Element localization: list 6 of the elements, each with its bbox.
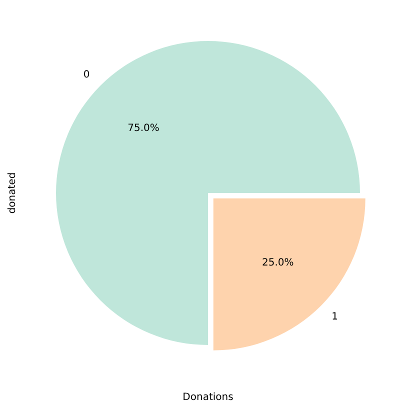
- data-label: 25.0%: [262, 258, 294, 269]
- data-label: 75.0%: [128, 123, 160, 134]
- text: donated: [7, 172, 18, 214]
- text: Donations: [182, 392, 234, 403]
- slice-label: 0: [83, 70, 90, 81]
- slice-label: 1: [332, 311, 338, 322]
